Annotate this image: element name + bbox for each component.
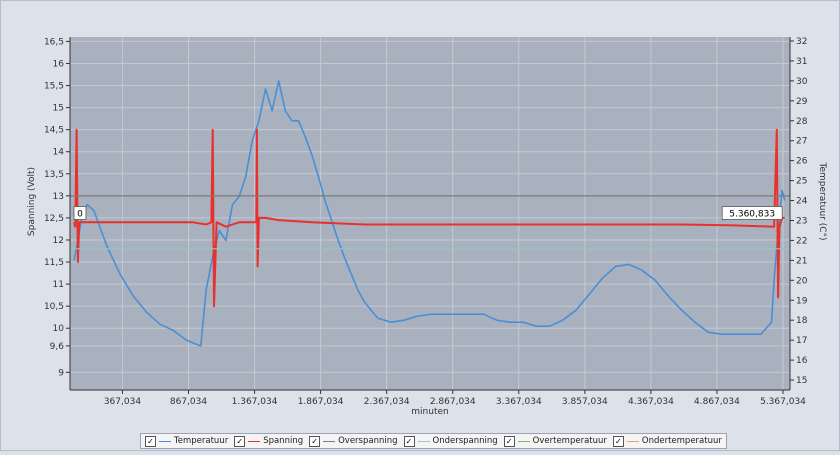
annotations: 0 5.360,833	[73, 206, 783, 220]
y-right-tick-label: 23	[796, 216, 807, 226]
legend-checkbox[interactable]: ✓	[403, 435, 415, 447]
legend-checkbox[interactable]: ✓	[503, 435, 515, 447]
legend-label: Onderspanning	[432, 436, 498, 446]
y-right-tick-label: 16	[796, 356, 808, 366]
x-tick-label: 3.857,034	[562, 397, 608, 407]
series-line-temperatuur	[73, 80, 786, 347]
x-tick-label: 1.367,034	[232, 397, 278, 407]
y-left-tick-label: 16,5	[44, 37, 64, 47]
series-layer	[70, 80, 790, 347]
axes: 9 9,6 10 10,5 11 11,5 12 12,5 13 13,5 14 14,5 15 15,5…	[27, 37, 827, 417]
y-left-tick-label: 9	[58, 368, 64, 378]
y-right-tick-label: 25	[796, 177, 807, 187]
y-right-tick-label: 18	[796, 316, 808, 326]
annotation-label: 5.360,833	[729, 210, 775, 220]
legend-swatch	[626, 440, 639, 442]
series-line-spanning	[73, 128, 785, 308]
y-left-tick-label: 10	[53, 324, 65, 334]
y-left-tick-label: 14	[53, 148, 65, 158]
legend-label: Spanning	[263, 436, 304, 446]
x-tick-label: 3.367,034	[496, 397, 542, 407]
y-right-tick-label: 31	[796, 57, 807, 67]
legend-item-onderspanning[interactable]: ✓ Onderspanning	[403, 435, 498, 447]
y-right-tick-label: 20	[796, 276, 808, 286]
legend-swatch	[517, 440, 530, 442]
legend-label: Overspanning	[338, 436, 398, 446]
annotation-box	[73, 206, 87, 220]
x-tick-label: 1.867,034	[298, 397, 344, 407]
legend-swatch	[417, 440, 430, 442]
annotation-label: 0	[77, 210, 83, 220]
y-left-tick-label: 14,5	[44, 126, 64, 136]
legend-item-temperatuur[interactable]: ✓ Temperatuur	[145, 435, 229, 447]
y-right-axis-label: Temperatuur (C°)	[817, 161, 827, 240]
y-left-axis-label: Spanning (Volt)	[27, 167, 37, 236]
legend-label: Ondertemperatuur	[641, 436, 722, 446]
y-left-tick-label: 13	[53, 192, 64, 202]
y-left-tick-label: 12,5	[44, 214, 64, 224]
x-tick-label: 4.367,034	[628, 397, 674, 407]
x-tick-label: 2.867,034	[430, 397, 476, 407]
legend-item-ondertemperatuur[interactable]: ✓ Ondertemperatuur	[612, 435, 722, 447]
y-right-tick-label: 28	[796, 117, 808, 127]
legend-item-spanning[interactable]: ✓ Spanning	[234, 435, 304, 447]
legend-swatch	[159, 440, 171, 442]
x-tick-label: 4.867,034	[694, 397, 740, 407]
legend-label: Overtemperatuur	[532, 436, 607, 446]
y-left-tick-label: 15,5	[44, 82, 64, 92]
y-right-tick-label: 19	[796, 296, 808, 306]
legend-checkbox[interactable]: ✓	[612, 435, 624, 447]
legend-item-overspanning[interactable]: ✓ Overspanning	[309, 435, 398, 447]
y-left-tick-label: 16	[53, 59, 65, 69]
y-right-tick-label: 17	[796, 336, 807, 346]
y-right-tick-label: 30	[796, 77, 808, 87]
y-left-tick-label: 12	[53, 236, 64, 246]
legend-checkbox[interactable]: ✓	[309, 435, 321, 447]
legend-swatch	[323, 440, 336, 442]
y-right-tick-label: 32	[796, 37, 807, 47]
legend-item-overtemperatuur[interactable]: ✓ Overtemperatuur	[503, 435, 607, 447]
y-left-tick-label: 11	[53, 280, 64, 290]
y-right-tick-label: 24	[796, 197, 808, 207]
y-left-tick-label: 10,5	[44, 302, 64, 312]
legend: ✓ Temperatuur ✓ Spanning ✓ Overspanning ✓ Onder…	[140, 433, 727, 449]
x-tick-label: 2.367,034	[364, 397, 410, 407]
y-right-tick-label: 29	[796, 97, 808, 107]
y-right-tick-label: 27	[796, 137, 807, 147]
legend-checkbox[interactable]: ✓	[145, 435, 156, 447]
legend-checkbox[interactable]: ✓	[234, 435, 246, 447]
x-tick-label: 867,034	[170, 397, 207, 407]
plot-background	[70, 37, 790, 390]
annotation-box	[721, 206, 783, 220]
x-tick-label: 367,034	[104, 397, 141, 407]
y-right-tick-label: 21	[796, 256, 807, 266]
legend-label: Temperatuur	[174, 436, 229, 446]
y-left-tick-label: 13,5	[44, 170, 64, 180]
y-right-tick-label: 26	[796, 157, 808, 167]
x-tick-label: 5.367,034	[760, 397, 806, 407]
y-right-tick-label: 15	[796, 376, 807, 386]
y-left-tick-label: 9,6	[50, 342, 65, 352]
legend-swatch	[248, 440, 261, 442]
y-left-tick-label: 15	[53, 104, 64, 114]
x-axis-label: minuten	[411, 407, 448, 417]
y-right-tick-label: 22	[796, 236, 807, 246]
y-left-tick-label: 11,5	[44, 258, 64, 268]
